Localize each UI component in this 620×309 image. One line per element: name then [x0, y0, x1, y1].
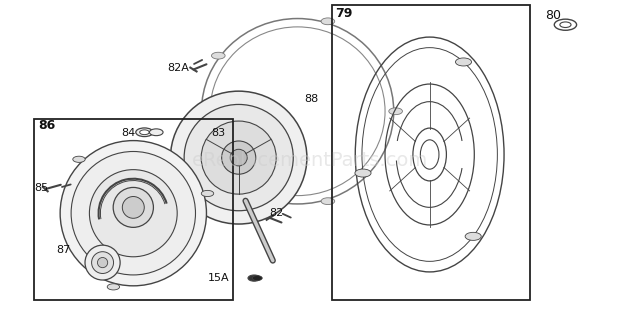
Circle shape — [465, 232, 481, 240]
Ellipse shape — [60, 141, 206, 286]
Bar — [34, 119, 232, 300]
Text: 85: 85 — [34, 184, 48, 193]
Circle shape — [136, 128, 153, 137]
Ellipse shape — [85, 245, 120, 280]
Circle shape — [252, 276, 262, 281]
Text: 80: 80 — [546, 9, 562, 22]
Circle shape — [202, 190, 214, 197]
Text: 87: 87 — [56, 245, 70, 255]
Circle shape — [211, 52, 225, 59]
Bar — [332, 5, 530, 300]
Text: 82A: 82A — [167, 63, 189, 73]
Circle shape — [140, 130, 149, 135]
Circle shape — [107, 284, 120, 290]
Ellipse shape — [122, 197, 144, 218]
Circle shape — [248, 275, 260, 281]
Text: 82: 82 — [270, 208, 284, 218]
Circle shape — [456, 58, 472, 66]
Circle shape — [355, 169, 371, 177]
Circle shape — [321, 198, 335, 205]
Text: 88: 88 — [304, 94, 318, 104]
Text: eReplacementParts.com: eReplacementParts.com — [192, 151, 428, 170]
Circle shape — [149, 129, 163, 136]
Ellipse shape — [184, 104, 293, 211]
Text: 79: 79 — [335, 7, 352, 20]
Ellipse shape — [92, 252, 113, 273]
Ellipse shape — [170, 91, 307, 224]
Circle shape — [73, 156, 85, 163]
Ellipse shape — [113, 188, 153, 227]
Ellipse shape — [201, 121, 277, 194]
Ellipse shape — [71, 151, 195, 275]
Ellipse shape — [89, 170, 177, 257]
Ellipse shape — [222, 141, 256, 174]
Ellipse shape — [230, 149, 247, 166]
Text: 86: 86 — [38, 119, 56, 132]
Text: 83: 83 — [211, 128, 225, 138]
Circle shape — [389, 108, 402, 115]
Text: 84: 84 — [121, 128, 135, 138]
Ellipse shape — [97, 257, 108, 268]
Circle shape — [211, 163, 225, 170]
Circle shape — [321, 18, 335, 25]
Text: 15A: 15A — [208, 273, 229, 283]
